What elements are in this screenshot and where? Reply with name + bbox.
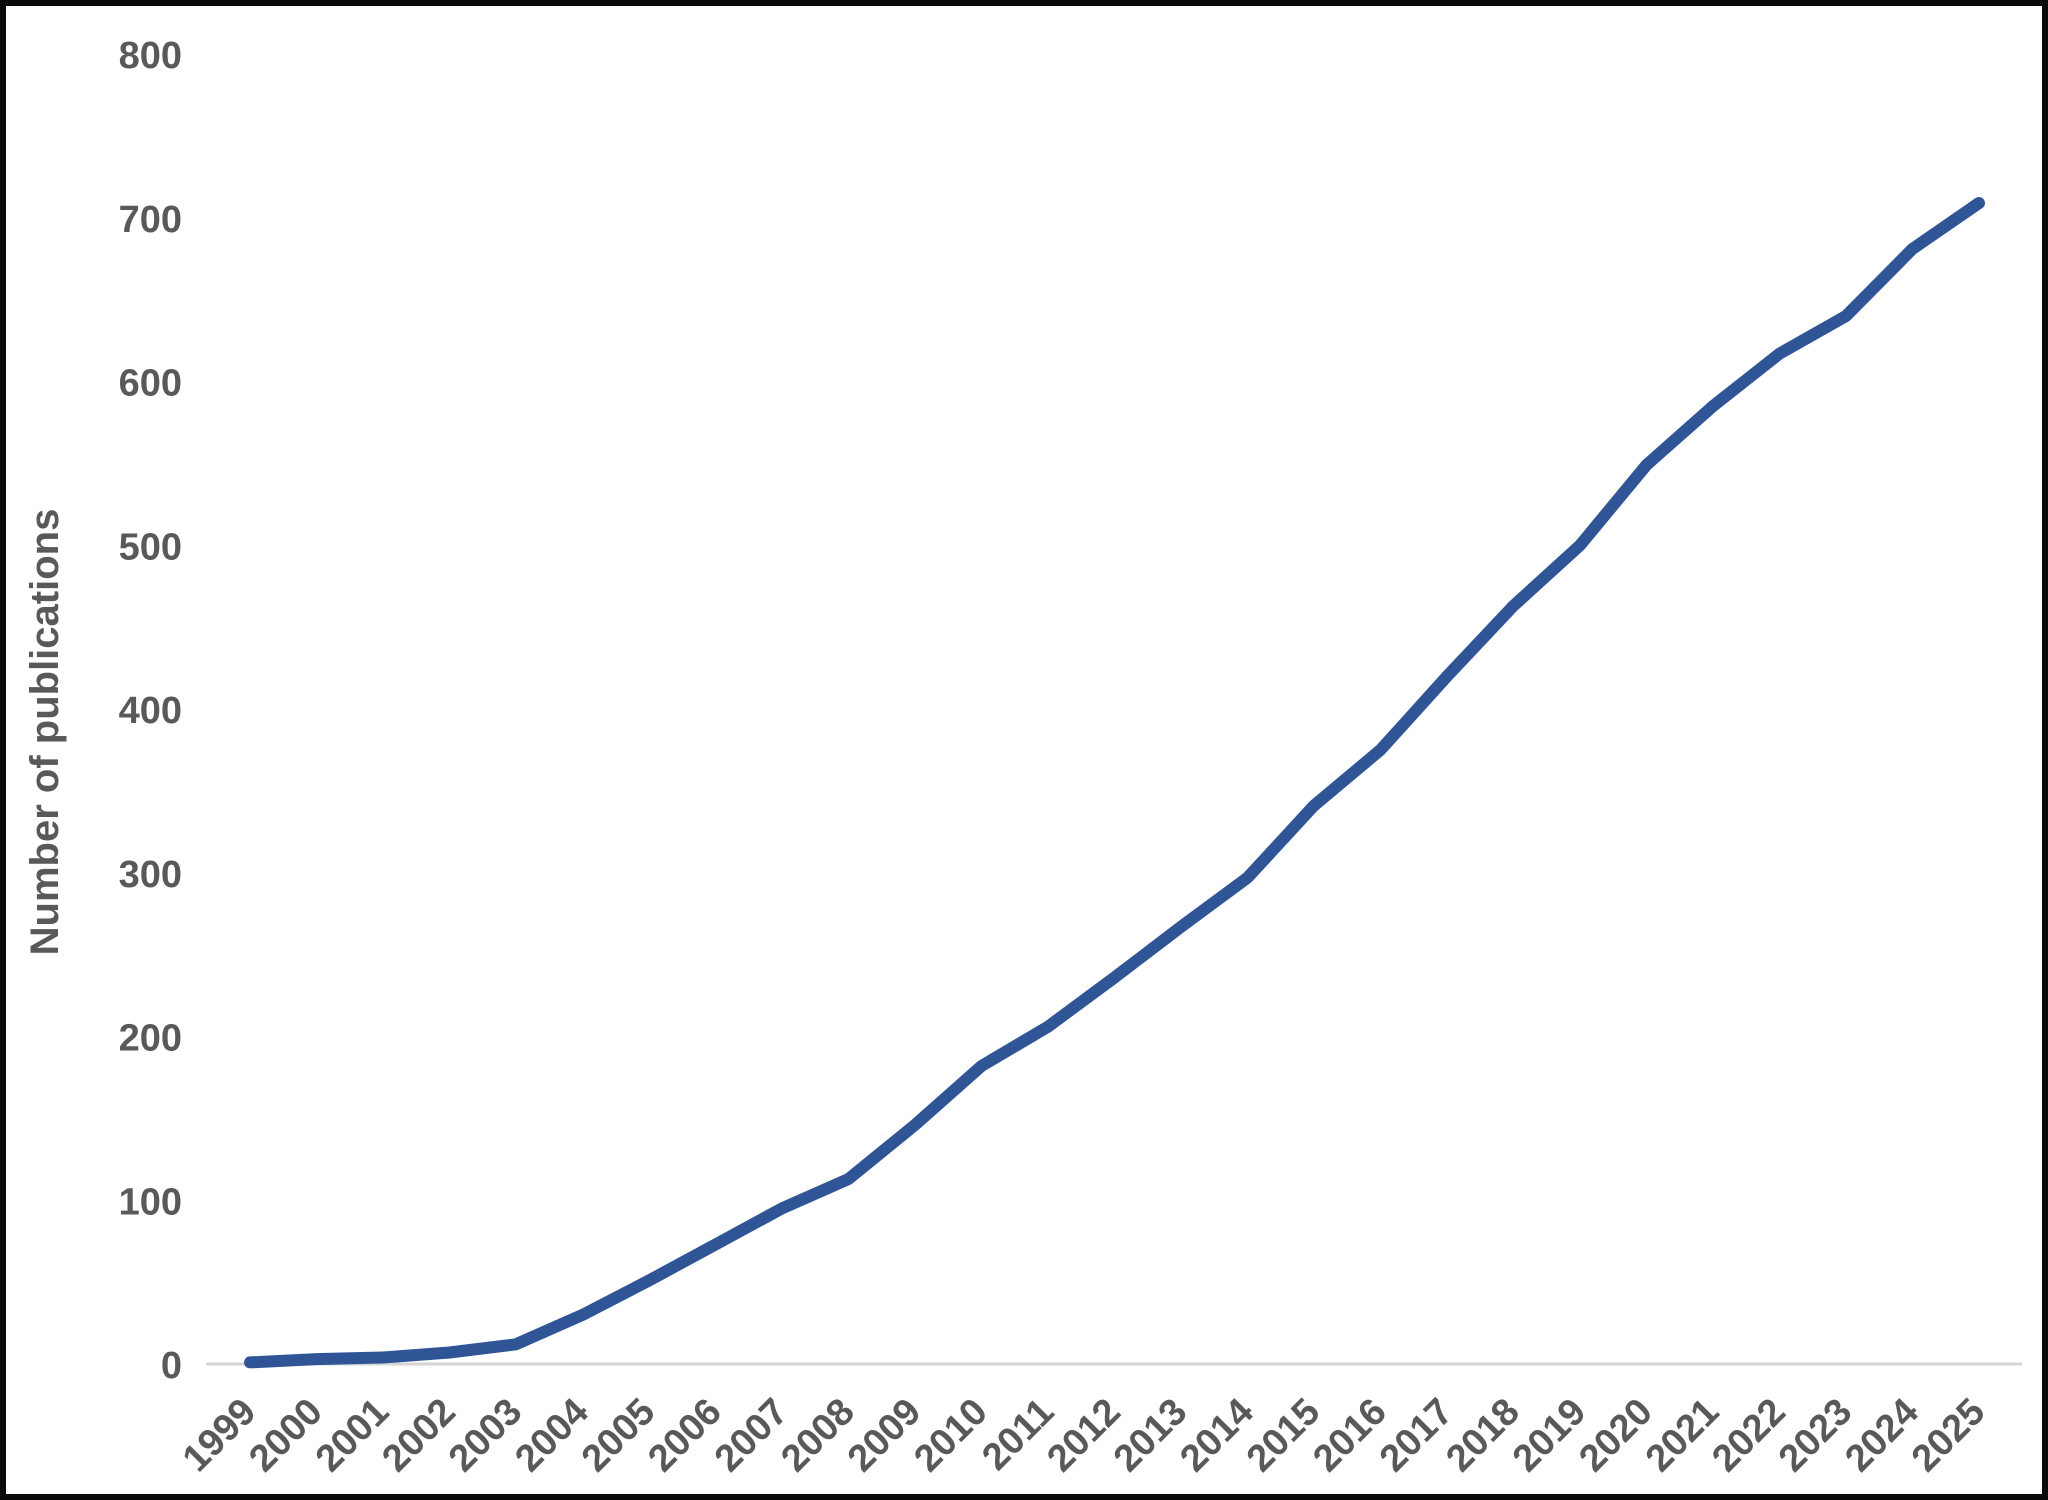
x-axis-tick-label: 2023 <box>1771 1391 1860 1480</box>
x-axis-tick-label: 2002 <box>374 1391 463 1480</box>
x-axis-tick-label: 2016 <box>1305 1391 1394 1480</box>
x-axis-tick-label: 2021 <box>1638 1391 1727 1480</box>
chart-plot-area: 0100200300400500600700800199920002001200… <box>119 35 2022 1480</box>
x-axis-tick-label: 2022 <box>1704 1391 1793 1480</box>
x-axis-tick-label: 2018 <box>1438 1391 1527 1480</box>
y-axis-tick-label: 600 <box>119 363 182 405</box>
x-axis-tick-label: 2015 <box>1239 1391 1328 1480</box>
x-axis-tick-label: 2000 <box>241 1391 330 1480</box>
y-axis-tick-label: 800 <box>119 35 182 77</box>
x-axis-tick-label: 2007 <box>707 1391 796 1480</box>
x-axis-tick-label: 2001 <box>308 1391 397 1480</box>
x-axis-tick-label: 2009 <box>840 1391 929 1480</box>
y-axis-tick-label: 400 <box>119 690 182 732</box>
x-axis-tick-label: 2006 <box>640 1391 729 1480</box>
y-axis-title: Number of publications <box>23 509 67 956</box>
x-axis-tick-label: 1999 <box>175 1391 264 1480</box>
y-axis-tick-label: 700 <box>119 199 182 241</box>
x-axis-tick-label: 2008 <box>773 1391 862 1480</box>
x-axis-tick-label: 2011 <box>974 1391 1062 1479</box>
x-axis-tick-label: 2012 <box>1039 1391 1128 1480</box>
x-axis-tick-label: 2010 <box>906 1391 995 1480</box>
publications-line-chart: 0100200300400500600700800199920002001200… <box>23 35 2022 1480</box>
y-axis-tick-label: 0 <box>161 1345 182 1387</box>
x-axis-tick-label: 2025 <box>1904 1391 1993 1480</box>
x-axis-tick-label: 2019 <box>1505 1391 1594 1480</box>
y-axis-tick-label: 500 <box>119 526 182 568</box>
x-axis-tick-label: 2005 <box>574 1391 663 1480</box>
x-axis-tick-label: 2013 <box>1106 1391 1195 1480</box>
x-axis-tick-label: 2004 <box>507 1391 596 1480</box>
x-axis-tick-label: 2014 <box>1172 1391 1261 1480</box>
x-axis-tick-label: 2024 <box>1837 1391 1926 1480</box>
y-axis-tick-label: 300 <box>119 854 182 896</box>
y-axis-tick-label: 200 <box>119 1018 182 1060</box>
x-axis-tick-label: 2020 <box>1571 1391 1660 1480</box>
x-axis-tick-label: 2003 <box>441 1391 530 1480</box>
x-axis-tick-label: 2017 <box>1372 1391 1461 1480</box>
publications-trend-line <box>244 197 1985 1369</box>
y-axis-tick-label: 100 <box>119 1181 182 1223</box>
